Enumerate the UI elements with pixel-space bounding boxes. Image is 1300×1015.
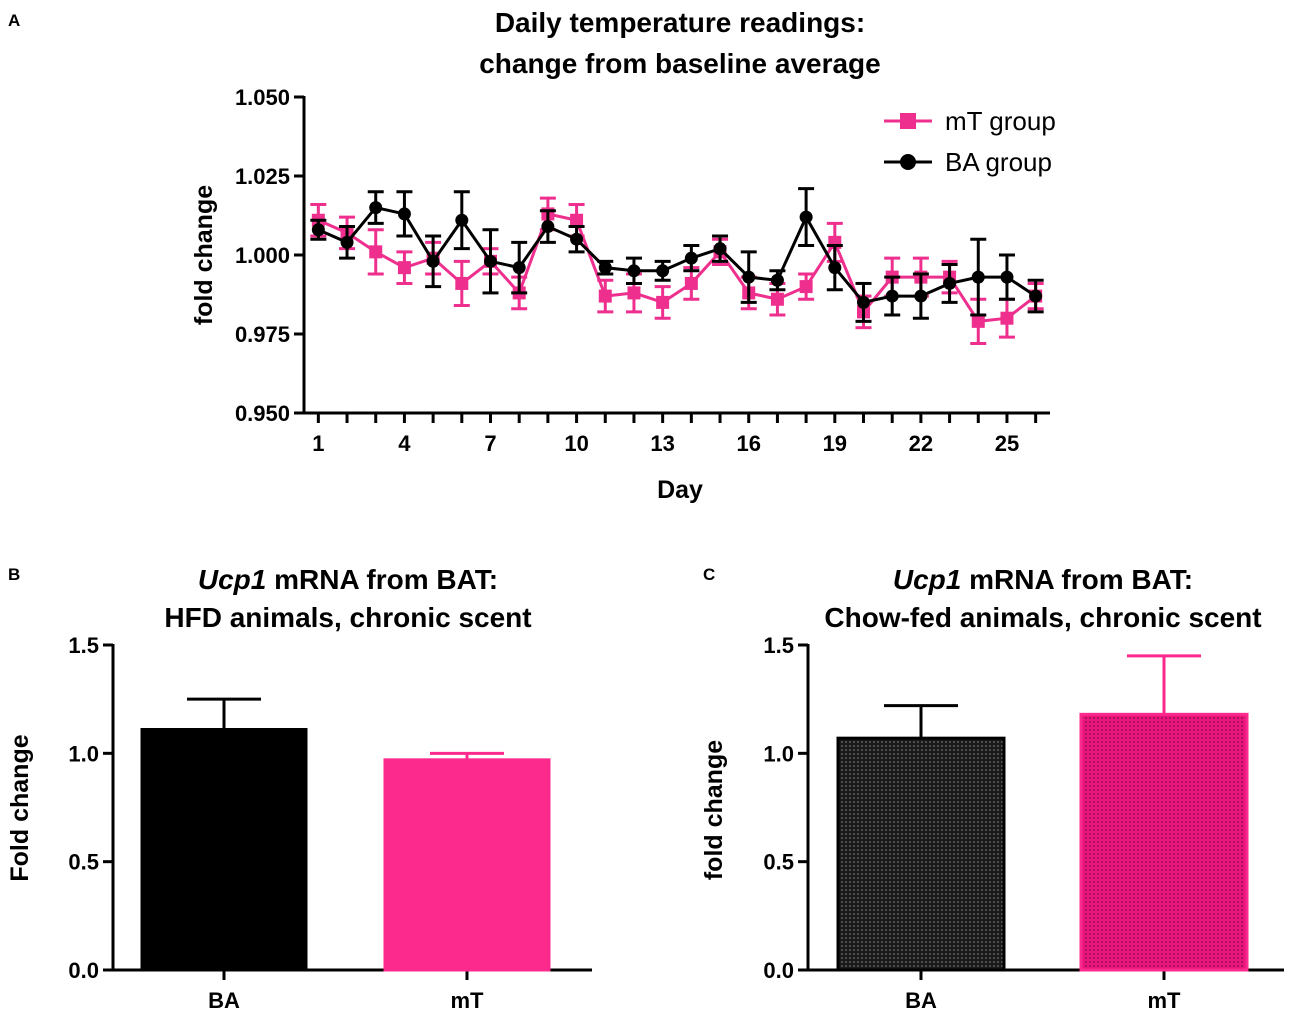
panel-a-legend: mT group BA group bbox=[884, 106, 1056, 177]
c-y-tick-label: 1.5 bbox=[763, 633, 794, 658]
c-bar-mt bbox=[1079, 712, 1249, 972]
a-y-tick-label: 0.950 bbox=[235, 401, 290, 426]
a-ba-point bbox=[570, 232, 584, 246]
a-x-tick-label: 7 bbox=[484, 431, 496, 456]
panel-c-y-axis-title: fold change bbox=[700, 740, 728, 880]
a-ba-point bbox=[742, 270, 756, 284]
a-x-tick-label: 22 bbox=[909, 431, 933, 456]
a-y-tick-label: 1.050 bbox=[235, 85, 290, 110]
a-ba-point bbox=[598, 261, 612, 275]
c-x-tick-label-ba: BA bbox=[905, 988, 937, 1013]
a-mt-point bbox=[570, 213, 584, 227]
a-x-tick-label: 19 bbox=[823, 431, 847, 456]
a-mt-point bbox=[971, 314, 985, 328]
panel-a-letter: A bbox=[8, 11, 20, 30]
a-mt-series-line bbox=[317, 212, 1037, 323]
panel-a-x-axis-title: Day bbox=[657, 476, 703, 504]
a-ba-point bbox=[713, 242, 727, 256]
a-mt-point bbox=[455, 276, 469, 290]
a-mt-point bbox=[397, 261, 411, 275]
panel-b-letter: B bbox=[8, 565, 20, 584]
panel-a-title-line2: change from baseline average bbox=[479, 48, 881, 79]
b-x-tick-label-mt: mT bbox=[451, 988, 485, 1013]
a-ba-point bbox=[885, 289, 899, 303]
a-x-tick-label: 4 bbox=[398, 431, 411, 456]
a-y-tick-label: 1.000 bbox=[235, 243, 290, 268]
c-y-tick-label: 0.0 bbox=[763, 958, 794, 983]
b-y-tick-label: 1.5 bbox=[68, 633, 99, 658]
c-y-tick-label: 1.0 bbox=[763, 741, 794, 766]
a-ba-point bbox=[857, 295, 870, 309]
panel-a-y-axis-title: fold change bbox=[190, 185, 218, 325]
b-y-tick-label: 0.0 bbox=[68, 958, 99, 983]
panel-a-series bbox=[310, 187, 1044, 345]
panel-b-y-axis-title: Fold change bbox=[6, 734, 34, 881]
legend-mt-square-marker bbox=[900, 113, 916, 129]
a-mt-point bbox=[770, 292, 784, 306]
a-ba-point bbox=[684, 251, 698, 265]
a-x-tick-label: 25 bbox=[995, 431, 1019, 456]
a-ba-point bbox=[828, 261, 842, 275]
a-ba-point bbox=[971, 270, 985, 284]
a-ba-point bbox=[484, 254, 497, 268]
panel-c-letter: C bbox=[703, 565, 715, 584]
a-mt-point bbox=[627, 286, 641, 300]
a-ba-series-line bbox=[317, 205, 1037, 305]
panel-b-title-line2: HFD animals, chronic scent bbox=[164, 602, 531, 633]
a-ba-point bbox=[541, 220, 555, 234]
panel-a-title-line1: Daily temperature readings: bbox=[495, 7, 865, 38]
b-y-tick-label: 1.0 bbox=[68, 741, 99, 766]
a-ba-point bbox=[455, 213, 469, 227]
a-x-tick-label: 13 bbox=[650, 431, 674, 456]
b-x-tick-label-ba: BA bbox=[208, 988, 240, 1013]
legend-mt-label: mT group bbox=[945, 106, 1056, 136]
a-ba-point bbox=[426, 254, 440, 268]
a-ba-point bbox=[627, 264, 641, 278]
a-ba-point bbox=[656, 264, 670, 278]
panel-c-bar-chart: C Ucp1 mRNA from BAT: Chow-fed animals, … bbox=[700, 564, 1284, 1013]
legend-ba-label: BA group bbox=[945, 147, 1052, 177]
a-mt-point bbox=[369, 245, 383, 259]
a-x-tick-label: 1 bbox=[312, 431, 324, 456]
a-mt-point bbox=[656, 295, 670, 309]
panel-c-title-line1: Ucp1 mRNA from BAT: bbox=[893, 564, 1193, 595]
panel-c-bars bbox=[836, 654, 1249, 972]
panel-b-bar-chart: B Ucp1 mRNA from BAT: HFD animals, chron… bbox=[6, 564, 592, 1013]
a-mt-point bbox=[1000, 311, 1014, 325]
a-ba-point bbox=[799, 210, 813, 224]
a-ba-point bbox=[397, 207, 411, 221]
panel-b-title-line1: Ucp1 mRNA from BAT: bbox=[198, 564, 498, 595]
panel-a-line-chart: A Daily temperature readings: change fro… bbox=[8, 7, 1056, 504]
a-ba-point bbox=[1029, 289, 1043, 303]
a-x-tick-label: 16 bbox=[736, 431, 760, 456]
b-bar-ba bbox=[140, 728, 308, 972]
legend-ba-circle-marker bbox=[900, 154, 916, 170]
a-mt-point bbox=[799, 280, 813, 294]
a-y-tick-label: 0.975 bbox=[235, 322, 290, 347]
b-bar-mt bbox=[383, 758, 551, 972]
panel-c-title-line2: Chow-fed animals, chronic scent bbox=[824, 602, 1261, 633]
a-ba-point bbox=[770, 273, 784, 287]
c-x-tick-label-mt: mT bbox=[1148, 988, 1182, 1013]
panel-b-axes: 0.0 0.5 1.0 1.5 BA mT bbox=[68, 633, 592, 1013]
c-bar-ba bbox=[836, 736, 1006, 972]
a-ba-point bbox=[311, 223, 325, 237]
c-y-tick-label: 0.5 bbox=[763, 850, 794, 875]
a-ba-point bbox=[369, 201, 383, 215]
a-x-tick-label: 10 bbox=[564, 431, 588, 456]
a-ba-point bbox=[914, 289, 928, 303]
b-y-tick-label: 0.5 bbox=[68, 850, 99, 875]
a-mt-point bbox=[598, 289, 612, 303]
a-ba-point bbox=[1000, 270, 1014, 284]
a-mt-point bbox=[684, 276, 698, 290]
panel-a-axes: 0.950 0.975 1.000 1.025 1.050 1 4 7 10 13 16 19 22 25 bbox=[235, 85, 1050, 456]
a-ba-point bbox=[512, 261, 526, 275]
a-y-tick-label: 1.025 bbox=[235, 164, 290, 189]
a-ba-point bbox=[943, 276, 957, 290]
a-ba-point bbox=[340, 235, 354, 249]
panel-b-bars bbox=[140, 697, 551, 972]
